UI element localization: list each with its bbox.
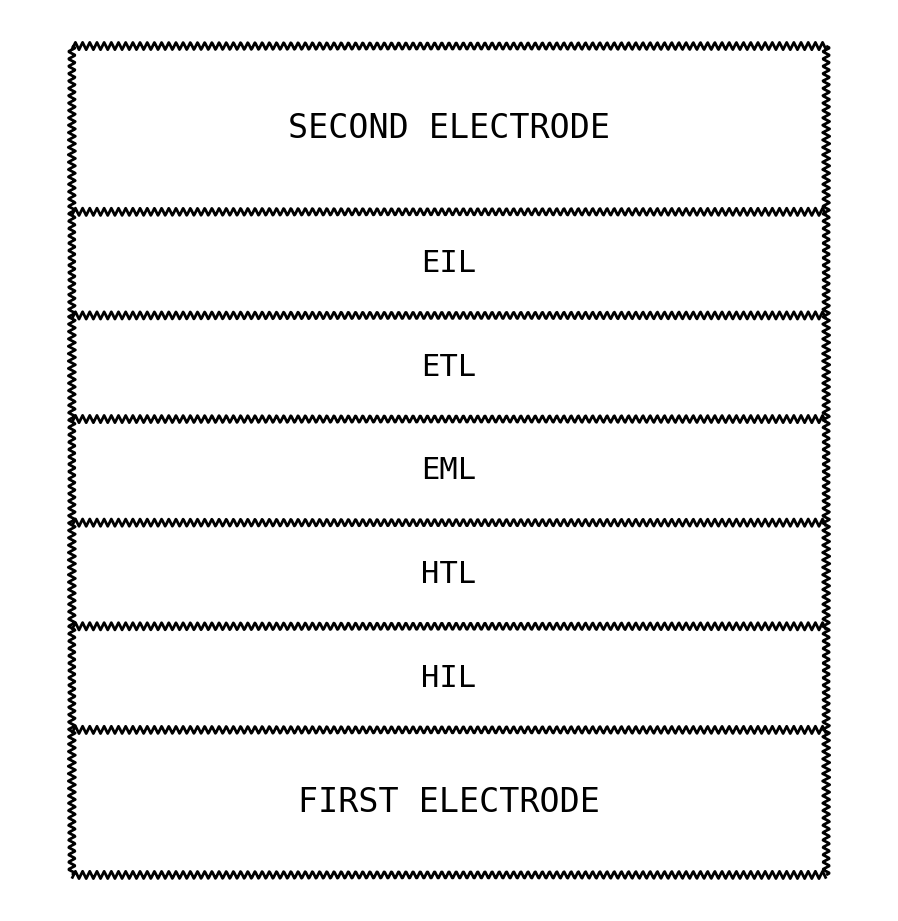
Text: EML: EML: [421, 457, 477, 485]
Bar: [72, 46, 826, 875]
Bar: [72, 729, 826, 875]
Text: ETL: ETL: [421, 353, 477, 381]
Text: HIL: HIL: [421, 664, 477, 693]
Bar: [72, 212, 826, 316]
Bar: [72, 419, 826, 523]
Text: HTL: HTL: [421, 560, 477, 589]
Bar: [72, 626, 826, 729]
Bar: [72, 315, 826, 419]
Text: FIRST ELECTRODE: FIRST ELECTRODE: [298, 786, 600, 819]
Text: EIL: EIL: [421, 250, 477, 278]
Bar: [72, 46, 826, 212]
Bar: [72, 523, 826, 626]
Text: SECOND ELECTRODE: SECOND ELECTRODE: [288, 112, 610, 146]
